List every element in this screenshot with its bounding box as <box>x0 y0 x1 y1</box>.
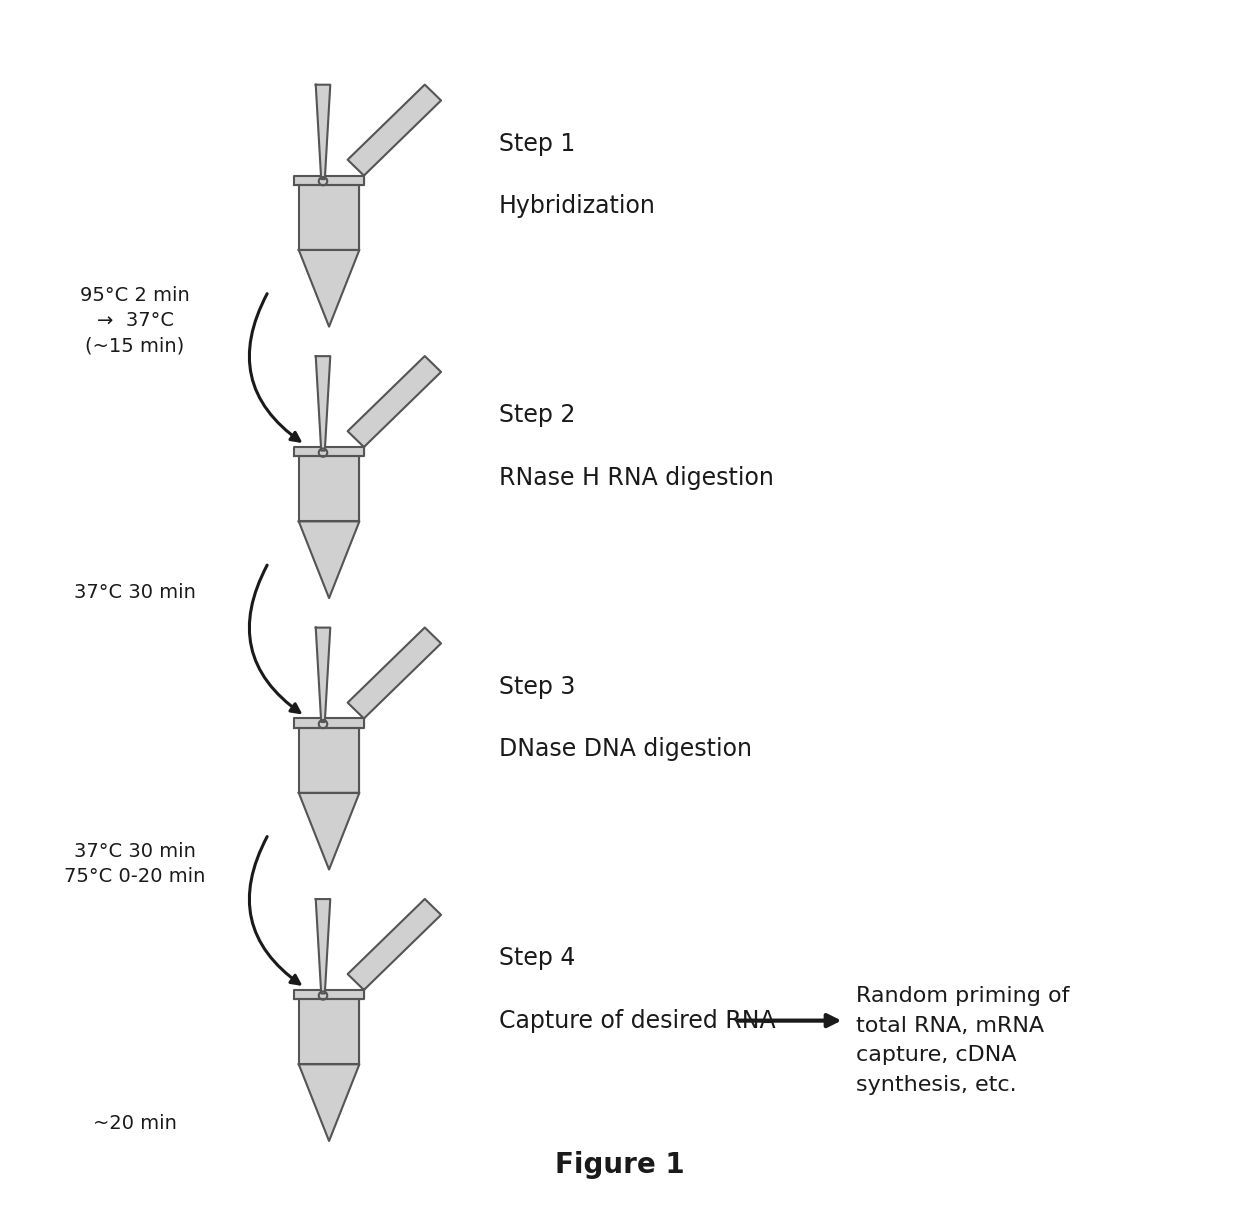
Polygon shape <box>299 185 360 250</box>
Text: Step 3: Step 3 <box>498 674 575 698</box>
Polygon shape <box>347 899 441 989</box>
Polygon shape <box>347 627 441 719</box>
Polygon shape <box>299 728 360 792</box>
Text: 37°C 30 min
75°C 0-20 min: 37°C 30 min 75°C 0-20 min <box>64 842 206 885</box>
Polygon shape <box>316 899 330 993</box>
Polygon shape <box>294 719 363 728</box>
Text: ~20 min: ~20 min <box>93 1114 177 1133</box>
Polygon shape <box>299 457 360 522</box>
Text: Step 2: Step 2 <box>498 403 575 428</box>
Text: Figure 1: Figure 1 <box>556 1150 684 1179</box>
Polygon shape <box>316 356 330 451</box>
Text: Step 4: Step 4 <box>498 946 575 970</box>
Polygon shape <box>294 447 363 457</box>
Polygon shape <box>316 85 330 179</box>
Polygon shape <box>299 792 360 870</box>
Text: DNase DNA digestion: DNase DNA digestion <box>498 737 751 761</box>
Polygon shape <box>316 628 330 722</box>
Polygon shape <box>299 1064 360 1142</box>
Polygon shape <box>299 250 360 326</box>
Polygon shape <box>299 522 360 598</box>
Text: Step 1: Step 1 <box>498 132 575 156</box>
Text: 95°C 2 min
→  37°C
(~15 min): 95°C 2 min → 37°C (~15 min) <box>81 286 190 355</box>
Text: Capture of desired RNA: Capture of desired RNA <box>498 1009 775 1033</box>
Polygon shape <box>347 85 441 175</box>
Polygon shape <box>294 175 363 185</box>
Text: Random priming of
total RNA, mRNA
capture, cDNA
synthesis, etc.: Random priming of total RNA, mRNA captur… <box>857 986 1070 1096</box>
Text: RNase H RNA digestion: RNase H RNA digestion <box>498 466 774 489</box>
Polygon shape <box>294 989 363 999</box>
Text: 37°C 30 min: 37°C 30 min <box>74 582 196 602</box>
Polygon shape <box>347 356 441 447</box>
Text: Hybridization: Hybridization <box>498 194 656 219</box>
Polygon shape <box>299 999 360 1064</box>
